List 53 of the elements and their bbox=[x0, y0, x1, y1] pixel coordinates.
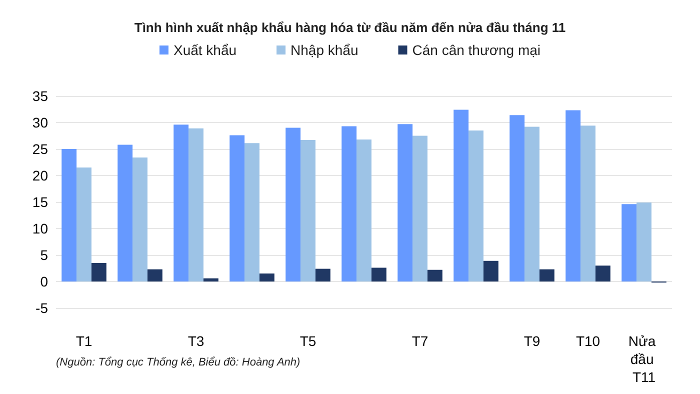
bar bbox=[300, 140, 316, 282]
bar bbox=[315, 268, 330, 282]
bar bbox=[188, 128, 204, 282]
bar bbox=[539, 269, 554, 282]
y-tick-label: -5 bbox=[36, 300, 48, 316]
bar bbox=[566, 110, 581, 282]
bar bbox=[622, 204, 637, 282]
bar bbox=[118, 144, 133, 282]
bar bbox=[342, 126, 357, 282]
y-tick-label: 5 bbox=[40, 247, 48, 263]
bar bbox=[76, 168, 92, 282]
bar bbox=[524, 126, 540, 282]
bar bbox=[356, 139, 372, 282]
bar bbox=[595, 266, 610, 282]
bar bbox=[398, 124, 413, 282]
bar bbox=[468, 130, 484, 282]
x-tick-label: T3 bbox=[188, 333, 204, 349]
text: (Nguồn: Tổng cục Thống kê, Biểu đồ: Hoàng Anh) bbox=[56, 356, 301, 368]
y-tick-label: 35 bbox=[32, 88, 48, 104]
bar bbox=[580, 126, 596, 282]
bar bbox=[259, 274, 274, 282]
x-tick-label: T5 bbox=[300, 333, 316, 349]
bar bbox=[636, 202, 652, 282]
bar bbox=[203, 278, 218, 282]
x-tick-label: T9 bbox=[524, 333, 540, 349]
x-tick-label: T7 bbox=[412, 333, 428, 349]
bar bbox=[244, 143, 260, 282]
y-tick-label: 15 bbox=[32, 194, 48, 210]
bar bbox=[286, 128, 301, 282]
y-tick-label: 25 bbox=[32, 141, 48, 157]
x-tick-label: Nửa đầu T11 bbox=[628, 333, 660, 385]
bar bbox=[427, 270, 442, 282]
legend-label: Nhập khẩu bbox=[290, 42, 358, 58]
bar bbox=[371, 268, 386, 282]
bar bbox=[62, 149, 77, 282]
bar bbox=[412, 136, 428, 282]
bar bbox=[230, 135, 245, 282]
bar bbox=[483, 260, 498, 282]
y-tick-label: 20 bbox=[32, 168, 48, 184]
legend-label: Xuất khẩu bbox=[173, 42, 237, 58]
bar bbox=[454, 110, 469, 282]
bar bbox=[147, 269, 162, 282]
bar bbox=[174, 124, 189, 282]
y-tick-label: 30 bbox=[32, 114, 48, 130]
y-tick-label: 10 bbox=[32, 220, 48, 236]
bar bbox=[91, 262, 106, 282]
x-tick-label: T10 bbox=[576, 333, 600, 349]
legend-label: Cán cân thương mại bbox=[412, 42, 541, 58]
x-tick-label: T1 bbox=[76, 333, 92, 349]
y-tick-label: 0 bbox=[40, 274, 48, 290]
bar bbox=[132, 157, 148, 282]
bar bbox=[510, 115, 525, 282]
chart-title: Tình hình xuất nhập khẩu hàng hóa từ đầu năm đến nửa đầu tháng 11 bbox=[134, 20, 566, 35]
